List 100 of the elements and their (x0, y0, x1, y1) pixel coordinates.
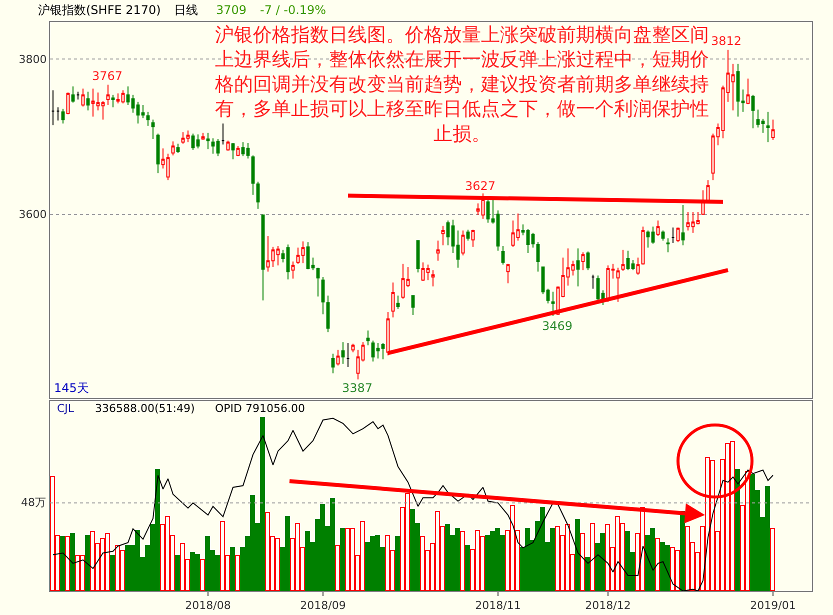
candlestick (456, 230, 460, 268)
x-tick-label: 2018/08 (185, 599, 231, 612)
candlestick (451, 219, 455, 254)
candlestick (436, 240, 440, 262)
candlestick (646, 230, 650, 248)
candlestick (116, 92, 120, 104)
bar (110, 555, 115, 591)
candlestick (741, 88, 745, 112)
annotation: 3812 (711, 34, 742, 48)
candlestick (506, 263, 510, 284)
candlestick (511, 220, 515, 248)
candlestick (561, 257, 565, 298)
candlestick (566, 248, 570, 286)
candlestick (696, 211, 700, 225)
candlestick (406, 266, 410, 288)
candlestick (161, 148, 165, 170)
x-tick-label: 2018/12 (585, 599, 631, 612)
candlestick (666, 238, 670, 253)
candlestick (111, 94, 115, 108)
candlestick (291, 261, 295, 280)
candlestick (526, 228, 530, 254)
candlestick (141, 104, 145, 119)
candlestick (401, 263, 405, 300)
candlestick (101, 100, 105, 120)
annotation: 3627 (465, 179, 496, 193)
x-tick-label: 2018/09 (300, 599, 346, 612)
candlestick (331, 353, 335, 374)
candlestick (576, 248, 580, 287)
candlestick (461, 230, 465, 256)
candlestick (81, 88, 85, 107)
candlestick (266, 235, 270, 272)
bar (465, 545, 470, 591)
candlestick (51, 90, 55, 126)
candlestick (86, 91, 90, 111)
candlestick (761, 118, 765, 134)
candlestick (176, 143, 180, 154)
x-tick-label: 2019/01 (750, 599, 796, 612)
candlestick (726, 49, 730, 102)
candlestick (156, 133, 160, 174)
candlestick (231, 142, 235, 160)
text: 3709 (216, 3, 247, 17)
annotation: 3469 (542, 319, 573, 333)
candlestick (241, 142, 245, 157)
candlestick (686, 211, 690, 232)
candlestick (711, 133, 715, 181)
candlestick (426, 264, 430, 281)
annotation: 沪银价格指数日线图。价格放量上涨突破前期横向盘整区间上边界线后，整体依然在展开一波反弹上涨过程中，短期价格的回调并没有改变当前趋势，建议投资者前期多单继续持有，多单止损可以上移至昨日低点之下，做一个利润保护性止损。 (214, 24, 709, 145)
bar (60, 536, 65, 591)
candlestick (261, 214, 265, 301)
candlestick (391, 282, 395, 318)
candlestick (281, 249, 285, 263)
candlestick (356, 349, 360, 380)
bar (230, 547, 235, 591)
candlestick (136, 101, 140, 124)
candlestick (751, 94, 755, 129)
candlestick (311, 257, 315, 271)
bar (735, 469, 740, 591)
candlestick (536, 242, 540, 272)
candlestick (196, 134, 200, 149)
candlestick (691, 211, 695, 234)
bar (340, 528, 345, 591)
bar (235, 555, 240, 591)
candlestick (211, 138, 215, 154)
candlestick (656, 220, 660, 236)
candlestick (471, 229, 475, 248)
candlestick (466, 229, 470, 242)
bar (590, 523, 595, 591)
candlestick (286, 244, 290, 280)
candlestick (341, 342, 345, 364)
ref-line-label: 48万 (21, 496, 46, 509)
candlestick (201, 132, 205, 140)
candlestick (256, 181, 260, 210)
bar (65, 536, 70, 591)
candlestick (221, 123, 225, 145)
candlestick (546, 288, 550, 304)
candlestick (661, 230, 665, 242)
candlestick (476, 202, 480, 216)
candlestick (76, 91, 80, 100)
bar (770, 528, 775, 591)
bar (175, 555, 180, 591)
candlestick (636, 257, 640, 276)
text: OPID 791056.00 (215, 402, 305, 415)
candlestick (216, 138, 220, 157)
candlestick (336, 349, 340, 366)
candlestick (396, 295, 400, 310)
bar (585, 557, 590, 591)
chart-title: 沪银指数(SHFE 2170) (38, 3, 161, 17)
candlestick (251, 154, 255, 196)
candlestick (671, 226, 675, 244)
candlestick (366, 330, 370, 346)
candlestick (271, 246, 275, 268)
annotation: 145天 (54, 381, 89, 395)
bar (335, 545, 340, 591)
candlestick (326, 295, 330, 333)
candlestick (681, 204, 685, 246)
bar (575, 519, 580, 591)
candlestick (346, 342, 350, 368)
bar (655, 538, 660, 591)
candlestick (531, 232, 535, 248)
candlestick (591, 274, 595, 290)
